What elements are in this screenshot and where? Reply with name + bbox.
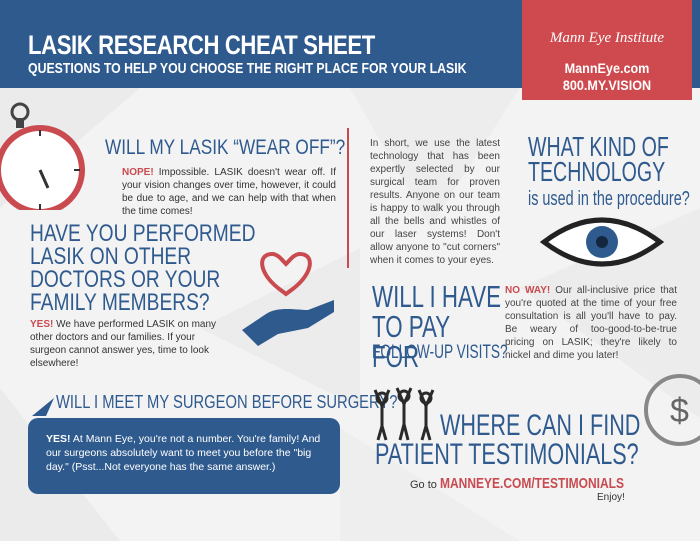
eye-icon	[540, 217, 664, 267]
testimonials-cta: Go to MANNEYE.COM/TESTIMONIALS	[410, 475, 624, 492]
brand-phone[interactable]: 800.MY.VISION	[562, 77, 652, 93]
question-performed-answer: YES! We have performed LASIK on many oth…	[30, 319, 217, 369]
pay-followup-subtitle: FOLLOW-UP VISITS?	[372, 342, 508, 363]
people-cheering-icon	[373, 387, 435, 441]
question-wear-off-title: WILL MY LASIK “WEAR OFF”?	[105, 136, 346, 159]
question-meet-surgeon-answer: YES! At Mann Eye, you're not a number. Y…	[46, 433, 321, 473]
testimonials-title-line1: WHERE CAN I FIND	[440, 409, 641, 442]
pay-followup-answer: NO WAY! Our all-inclusive price that you…	[505, 285, 678, 361]
answer-lead: NOPE!	[122, 167, 154, 178]
stopwatch-icon	[0, 102, 85, 210]
dollar-coin-icon: $	[644, 374, 700, 446]
brand-logo: Mann Eye Institute	[549, 30, 665, 46]
heart-hand-icon	[242, 251, 334, 346]
svg-text:$: $	[670, 392, 689, 430]
question-wear-off-answer: NOPE! Impossible. LASIK doesn't wear off…	[122, 167, 336, 217]
column-divider	[347, 128, 349, 268]
question-meet-surgeon-title: WILL I MEET MY SURGEON BEFORE SURGERY?	[56, 392, 398, 412]
page-subtitle: QUESTIONS TO HELP YOU CHOOSE THE RIGHT P…	[28, 60, 467, 77]
answer-lead: YES!	[30, 319, 54, 330]
question-performed-title: HAVE YOU PERFORMED LASIK ON OTHER DOCTOR…	[30, 220, 256, 316]
brand-url[interactable]: MannEye.com	[564, 60, 650, 76]
meet-surgeon-box	[28, 418, 340, 494]
page-title: LASIK RESEARCH CHEAT SHEET	[28, 30, 375, 60]
brand-box: Mann Eye Institute MannEye.com 800.MY.VI…	[522, 0, 692, 100]
testimonials-link[interactable]: MANNEYE.COM/TESTIMONIALS	[439, 475, 624, 492]
technology-subtitle: is used in the procedure?	[528, 188, 690, 210]
testimonials-title-line2: PATIENT TESTIMONIALS?	[375, 438, 639, 471]
technology-title: WHAT KIND OF TECHNOLOGY	[528, 131, 669, 187]
speech-bubble-icon	[32, 398, 54, 416]
technology-answer: In short, we use the latest technology t…	[370, 138, 500, 266]
answer-lead: NO WAY!	[505, 285, 551, 296]
answer-lead: YES!	[46, 433, 71, 445]
pay-followup-title: WILL I HAVE TO PAY FOR	[372, 279, 502, 374]
enjoy-text: Enjoy!	[597, 492, 625, 503]
